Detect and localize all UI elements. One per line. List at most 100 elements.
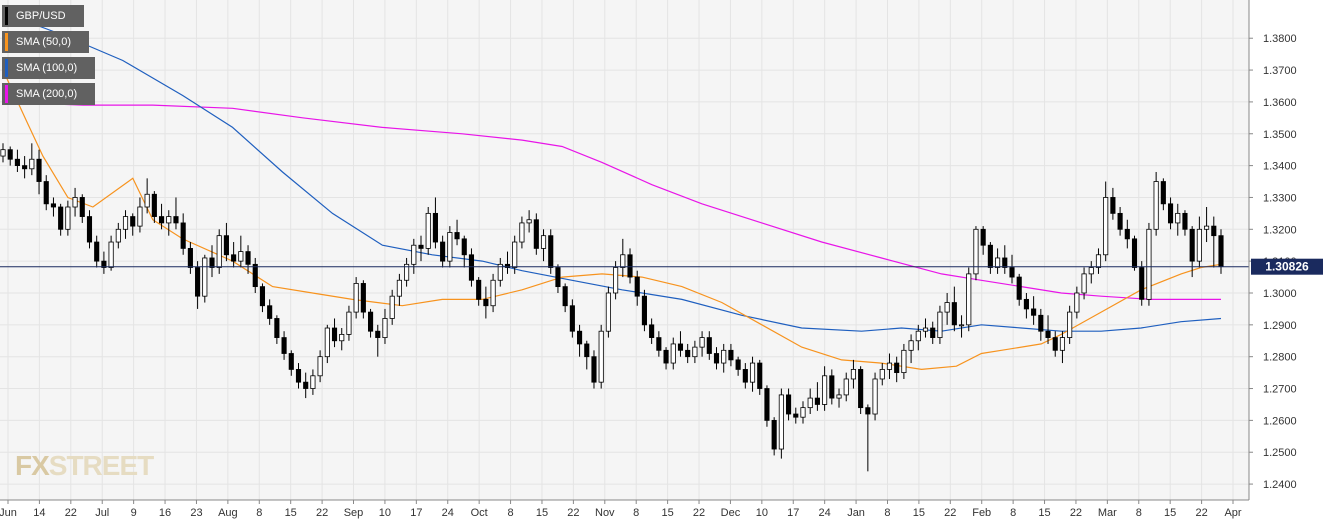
- candle: [627, 248, 633, 284]
- candle-body: [238, 251, 244, 262]
- candle-body: [526, 219, 532, 224]
- y-tick-label: 1.2700: [1263, 384, 1297, 396]
- candle-body: [1153, 181, 1159, 230]
- y-tick-label: 1.2600: [1263, 415, 1297, 427]
- candle: [1103, 181, 1109, 262]
- candle-body: [1016, 276, 1022, 300]
- candle-body: [339, 333, 345, 342]
- candle: [65, 200, 71, 236]
- candle: [50, 197, 57, 217]
- candle-body: [512, 241, 518, 268]
- candle: [497, 257, 503, 287]
- candle-body: [166, 216, 172, 224]
- candle: [1002, 245, 1008, 274]
- candle-body: [1103, 197, 1109, 256]
- y-tick-label: 1.3700: [1263, 65, 1297, 77]
- candle-body: [886, 362, 893, 370]
- candle-body: [281, 337, 287, 354]
- candle: [396, 273, 402, 306]
- candle-body: [577, 330, 583, 345]
- candle: [144, 178, 150, 214]
- candle: [288, 350, 294, 376]
- candle: [894, 356, 900, 383]
- candle: [108, 235, 114, 271]
- candle: [548, 229, 554, 274]
- candle-body: [922, 327, 929, 332]
- candle-body: [930, 327, 936, 338]
- candle: [829, 369, 835, 405]
- candle-body: [418, 244, 424, 249]
- candle-body: [613, 267, 619, 294]
- candle: [620, 238, 626, 278]
- candle: [317, 350, 323, 383]
- candle: [216, 229, 222, 274]
- candle-body: [58, 206, 64, 230]
- candle-body: [310, 375, 316, 389]
- x-axis-labels: Jun 14 22 Jul 9 16 23 Aug 8 15 22 Sep 10 17 24 Oct 8 15 22…: [0, 500, 1242, 519]
- candle-body: [793, 413, 799, 418]
- last-price-tag-bg: [1251, 258, 1323, 275]
- candle-body: [663, 349, 669, 364]
- candle-body: [144, 193, 150, 208]
- candle: [598, 324, 604, 389]
- candle-body: [822, 375, 828, 405]
- candle: [605, 286, 611, 338]
- candle: [303, 372, 309, 399]
- candle: [166, 210, 172, 236]
- candle-body: [786, 394, 792, 415]
- candle-body: [995, 257, 1001, 268]
- candle-body: [706, 337, 712, 354]
- candle-body: [562, 286, 568, 307]
- candle: [295, 363, 302, 389]
- candle-body: [1023, 298, 1029, 310]
- candle: [238, 235, 244, 268]
- x-tick-label: 15: [661, 507, 673, 519]
- candle-body: [389, 295, 395, 319]
- candle: [591, 350, 597, 389]
- candle-body: [295, 369, 302, 383]
- x-tick-label: Jul: [95, 507, 109, 519]
- x-tick-label: 10: [756, 507, 768, 519]
- candle: [382, 308, 388, 344]
- candle: [757, 359, 763, 395]
- candle-body: [1160, 181, 1166, 205]
- candle-body: [692, 346, 698, 358]
- candle-body: [187, 248, 193, 268]
- candle-body: [591, 356, 597, 383]
- candle-body: [22, 165, 28, 170]
- sma-lines: [2, 12, 1222, 371]
- candle-body: [944, 302, 950, 313]
- candle: [742, 363, 748, 389]
- candle: [454, 219, 460, 246]
- candle: [490, 273, 496, 313]
- candle: [569, 299, 575, 338]
- legend-label-sma200: SMA (200,0): [16, 88, 78, 100]
- candle-body: [685, 349, 691, 358]
- candle-body: [1052, 337, 1058, 351]
- candle: [966, 267, 972, 332]
- candle: [187, 242, 193, 274]
- candle-body: [216, 235, 222, 268]
- legend-label-sma50: SMA (50,0): [16, 36, 72, 48]
- candle-body: [584, 343, 590, 358]
- candle-body: [598, 330, 604, 383]
- candle-body: [677, 343, 684, 351]
- candle: [447, 226, 453, 268]
- x-tick-label: 15: [285, 507, 297, 519]
- candle-body: [209, 257, 215, 268]
- x-tick-label: 22: [567, 507, 579, 519]
- candle: [858, 366, 864, 415]
- candle: [245, 245, 251, 274]
- candle-body: [331, 327, 338, 342]
- x-tick-label: 16: [159, 507, 171, 519]
- candle-body: [966, 273, 972, 326]
- candle-body: [317, 356, 323, 377]
- candle-body: [137, 206, 143, 227]
- candle-body: [1124, 228, 1130, 240]
- candle: [1023, 292, 1029, 319]
- candle-body: [894, 362, 900, 374]
- candle: [94, 235, 100, 268]
- candle: [886, 353, 893, 379]
- candle-body: [50, 203, 57, 208]
